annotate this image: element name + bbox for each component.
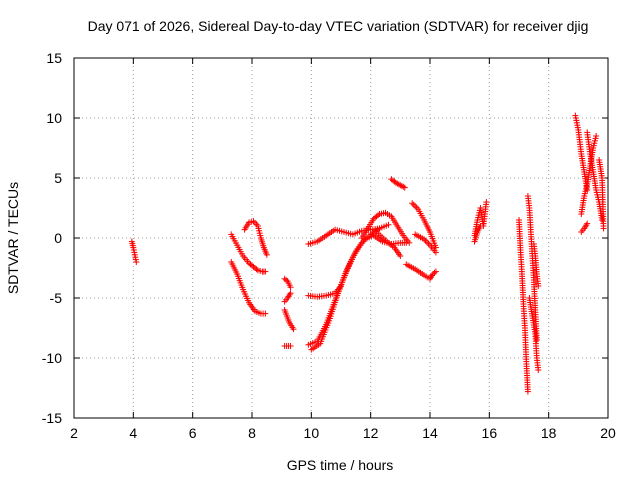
data-point <box>584 220 591 227</box>
x-tick-label: 14 <box>422 425 438 441</box>
data-point <box>477 223 484 229</box>
data-point <box>262 310 269 317</box>
data-point <box>385 221 392 228</box>
data-point <box>262 268 269 275</box>
x-tick-label: 10 <box>304 425 320 441</box>
data-point <box>425 240 432 247</box>
data-point <box>432 249 439 256</box>
x-tick-label: 4 <box>129 425 137 441</box>
data-point <box>599 217 606 223</box>
data-point <box>409 200 416 207</box>
y-tick-labels: -15 -10 -5 0 5 10 15 <box>42 50 62 426</box>
data-point <box>290 326 297 333</box>
data-point <box>483 199 490 205</box>
y-tick-label: 15 <box>46 50 62 66</box>
x-tick-labels: 2 4 6 8 10 12 14 16 18 20 <box>70 425 616 441</box>
x-tick-label: 18 <box>541 425 557 441</box>
x-tick-label: 6 <box>189 425 197 441</box>
data-points <box>128 112 607 395</box>
data-point <box>533 337 540 343</box>
y-tick-label: 0 <box>54 230 62 246</box>
y-tick-label: -5 <box>50 290 63 306</box>
x-axis-label: GPS time / hours <box>287 457 394 473</box>
plot-frame <box>73 57 609 419</box>
data-point <box>600 225 607 232</box>
data-point <box>524 388 531 395</box>
y-tick-label: -10 <box>42 350 62 366</box>
x-tick-label: 16 <box>482 425 498 441</box>
data-point <box>253 266 260 273</box>
x-tick-label: 20 <box>600 425 616 441</box>
x-tick-label: 2 <box>70 425 78 441</box>
data-point <box>410 201 417 208</box>
data-point <box>287 284 294 291</box>
data-point <box>432 268 439 275</box>
y-tick-label: -15 <box>42 410 62 426</box>
data-point <box>431 269 438 276</box>
chart-title: Day 071 of 2026, Sidereal Day-to-day VTE… <box>88 18 589 34</box>
data-point <box>413 204 420 211</box>
data-point <box>412 203 419 210</box>
data-point <box>406 239 413 246</box>
data-point <box>535 367 542 373</box>
data-point <box>401 184 408 191</box>
data-point <box>424 239 431 246</box>
data-point <box>263 251 270 258</box>
y-axis-label: SDTVAR / TECUs <box>5 182 21 294</box>
data-point <box>397 253 404 259</box>
data-point <box>535 283 542 289</box>
data-point <box>400 183 407 190</box>
data-point <box>287 290 294 297</box>
y-tick-label: 5 <box>54 170 62 186</box>
data-point <box>283 277 290 283</box>
data-point <box>593 133 600 139</box>
data-point <box>133 259 140 265</box>
x-tick-label: 8 <box>248 425 256 441</box>
x-tick-label: 12 <box>363 425 379 441</box>
y-tick-label: 10 <box>46 110 62 126</box>
data-point <box>375 212 382 219</box>
data-point <box>287 343 294 349</box>
